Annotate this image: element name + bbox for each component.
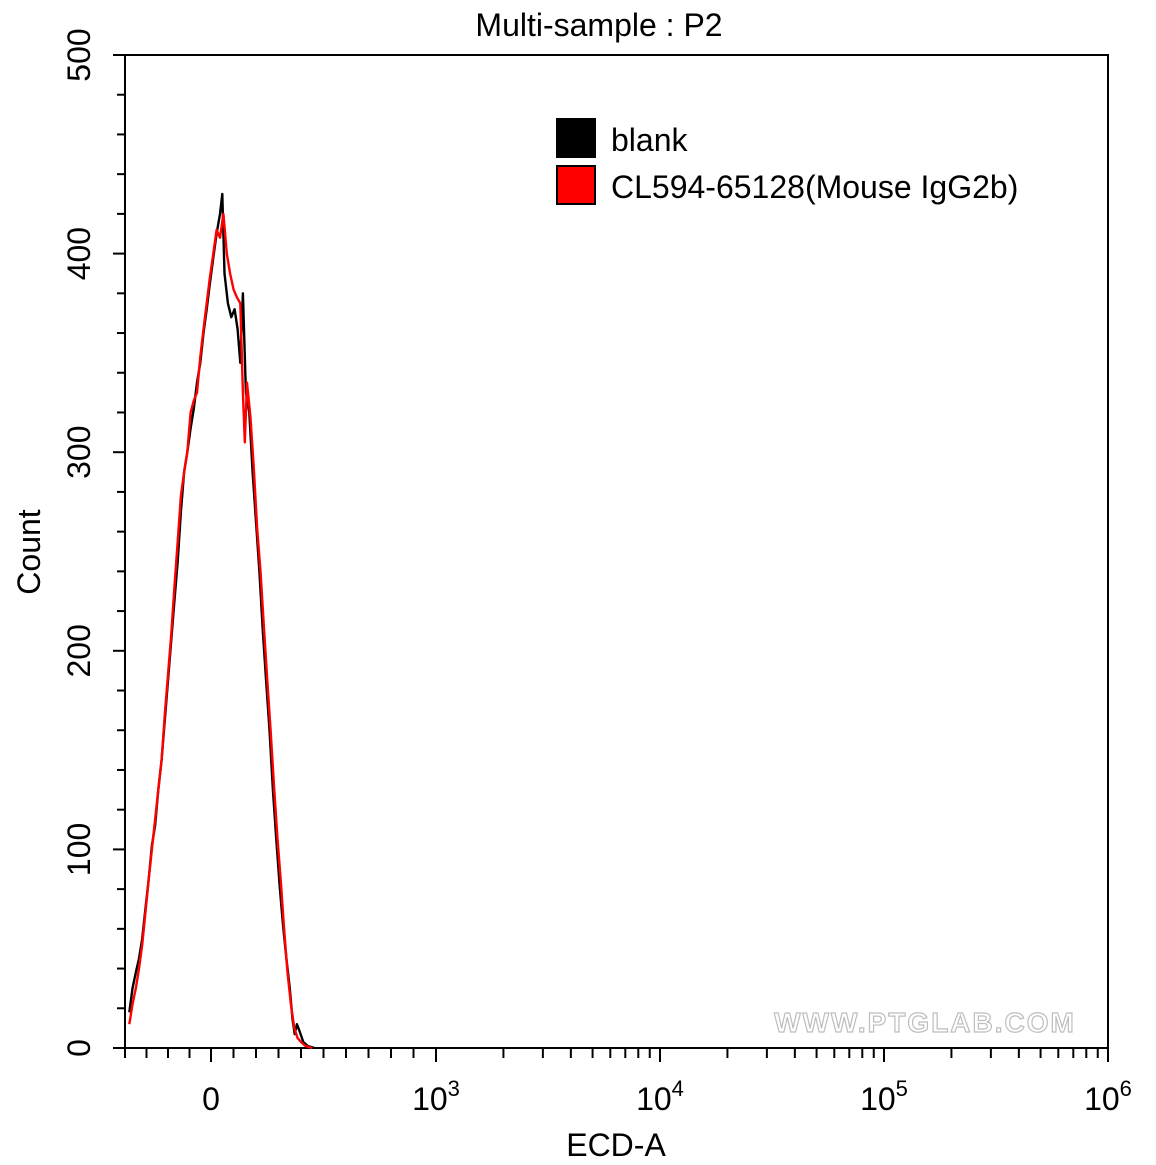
legend-label: blank	[611, 122, 689, 158]
x-tick-label: 103	[412, 1076, 460, 1117]
y-tick-label: 300	[61, 426, 97, 479]
legend-swatch	[556, 165, 596, 205]
x-tick-label: 105	[860, 1076, 908, 1117]
x-tick-label: 0	[202, 1081, 220, 1117]
chart-title: Multi-sample : P2	[475, 7, 722, 43]
legend-label: CL594-65128(Mouse IgG2b)	[611, 169, 1018, 205]
x-axis-label: ECD-A	[566, 1127, 666, 1163]
y-axis-label: Count	[11, 509, 47, 595]
watermark: WWW.PTGLAB.COM	[774, 1007, 1076, 1038]
legend: blank CL594-65128(Mouse IgG2b)	[556, 118, 1018, 205]
x-tick-label: 104	[636, 1076, 684, 1117]
y-tick-label: 200	[61, 624, 97, 677]
y-tick-label: 0	[61, 1039, 97, 1057]
plot-frame	[124, 54, 1109, 1049]
legend-swatch	[556, 118, 596, 158]
series-layer	[128, 192, 315, 1050]
y-tick-label: 400	[61, 227, 97, 280]
series-line	[128, 212, 313, 1050]
y-axis: 0 100 200 300 400 500	[61, 28, 125, 1057]
x-tick-label: 106	[1084, 1076, 1132, 1117]
y-tick-label: 100	[61, 823, 97, 876]
y-tick-label: 500	[61, 28, 97, 81]
x-axis: 0 103 104 105 106	[124, 1048, 1132, 1117]
